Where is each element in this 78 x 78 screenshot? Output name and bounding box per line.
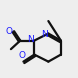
Text: O: O [5,27,12,36]
Text: O: O [18,51,25,60]
Text: N: N [41,30,48,39]
Text: N: N [27,35,34,44]
